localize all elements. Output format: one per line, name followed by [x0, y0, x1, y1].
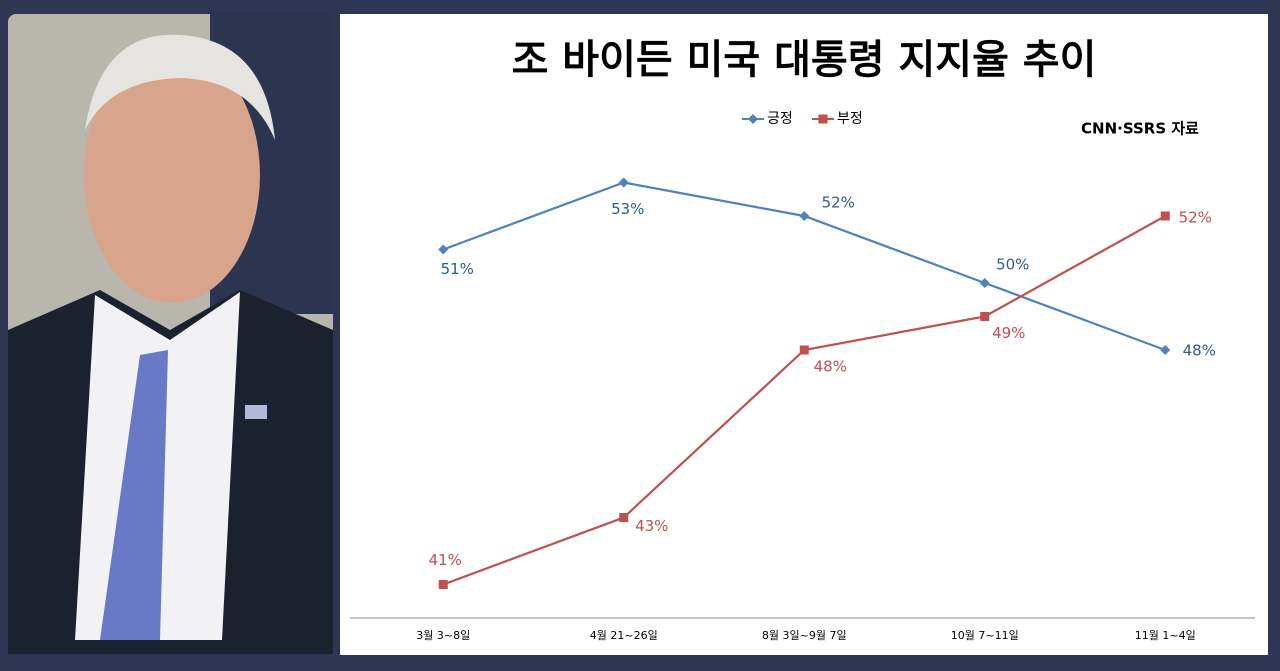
data-point — [438, 580, 448, 589]
x-tick-label: 3월 3~8일 — [416, 628, 470, 642]
chart-panel — [340, 14, 1268, 655]
data-label: 51% — [441, 260, 474, 278]
x-tick-label: 10월 7~11일 — [951, 628, 1019, 642]
legend-marker — [748, 114, 758, 124]
data-label: 43% — [635, 517, 668, 535]
legend-label: 긍정 — [767, 111, 793, 127]
data-point — [619, 513, 629, 522]
data-label: 48% — [1183, 342, 1216, 360]
data-point — [799, 345, 809, 355]
annotation: CNN·SSRS 자료 — [1081, 120, 1199, 138]
legend-marker — [818, 114, 828, 124]
data-point — [979, 278, 990, 288]
data-point — [1160, 211, 1170, 221]
photo-hair — [85, 34, 275, 140]
x-tick-label: 8월 3일~9월 7일 — [762, 628, 847, 642]
photo — [8, 14, 333, 654]
x-tick-label: 4월 21~26일 — [590, 628, 658, 642]
data-label: 49% — [992, 324, 1025, 342]
photo-pin — [245, 405, 267, 419]
photo-face — [84, 47, 260, 303]
data-label: 53% — [611, 200, 644, 218]
data-point — [438, 244, 449, 255]
data-point — [980, 312, 990, 321]
legend-label: 부정 — [837, 111, 863, 127]
data-point — [618, 177, 629, 188]
x-tick-label: 11월 1~4일 — [1135, 628, 1196, 642]
photo-tie — [100, 350, 168, 640]
data-label: 41% — [429, 551, 462, 569]
data-point — [1160, 345, 1171, 355]
data-point — [799, 211, 810, 221]
data-label: 48% — [814, 358, 847, 376]
data-label: 52% — [822, 194, 855, 212]
data-label: 52% — [1179, 209, 1212, 227]
data-label: 50% — [996, 256, 1029, 274]
chart-title: 조 바이든 미국 대통령 지지율 추이 — [512, 37, 1097, 83]
